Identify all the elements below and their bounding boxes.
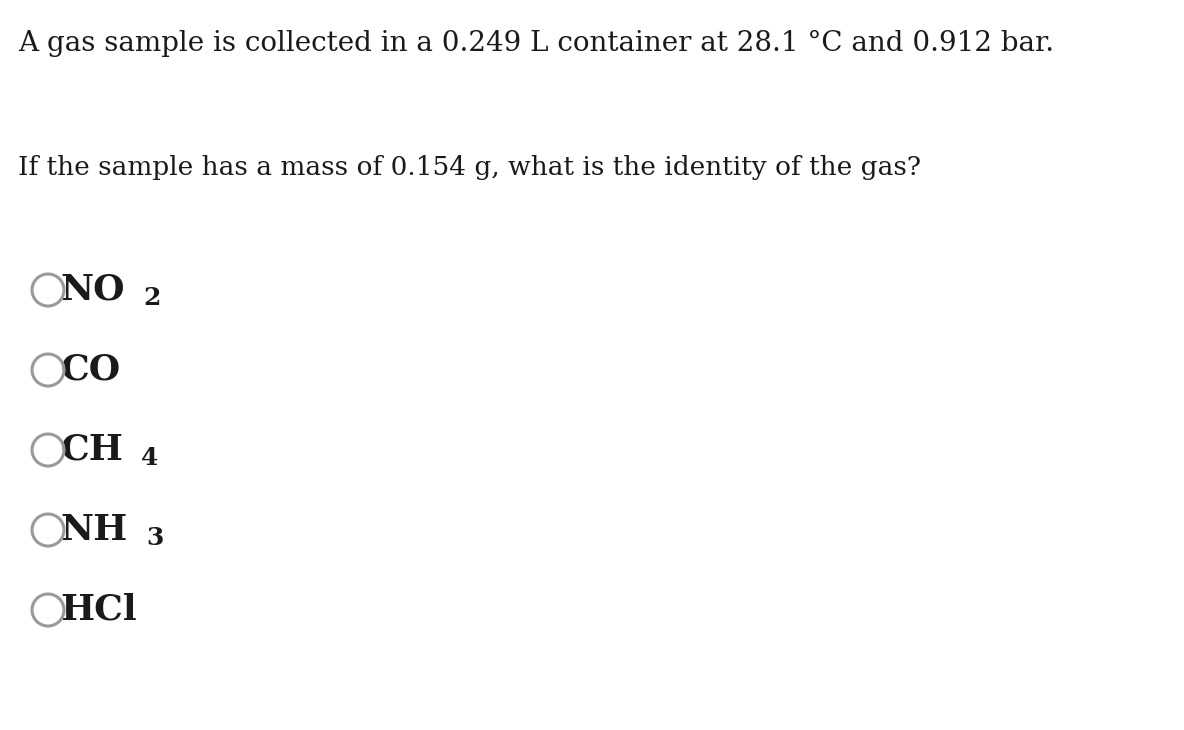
Text: NO: NO bbox=[60, 273, 124, 307]
Text: 4: 4 bbox=[141, 446, 159, 470]
Text: CH: CH bbox=[60, 433, 123, 467]
Text: CO: CO bbox=[60, 353, 120, 387]
Text: 2: 2 bbox=[143, 286, 161, 310]
Text: If the sample has a mass of 0.154 g, what is the identity of the gas?: If the sample has a mass of 0.154 g, wha… bbox=[18, 155, 921, 180]
Text: HCl: HCl bbox=[60, 593, 136, 627]
Text: A gas sample is collected in a 0.249 L container at 28.1 °C and 0.912 bar.: A gas sample is collected in a 0.249 L c… bbox=[18, 30, 1054, 57]
Text: 3: 3 bbox=[147, 526, 165, 550]
Text: NH: NH bbox=[60, 513, 127, 547]
